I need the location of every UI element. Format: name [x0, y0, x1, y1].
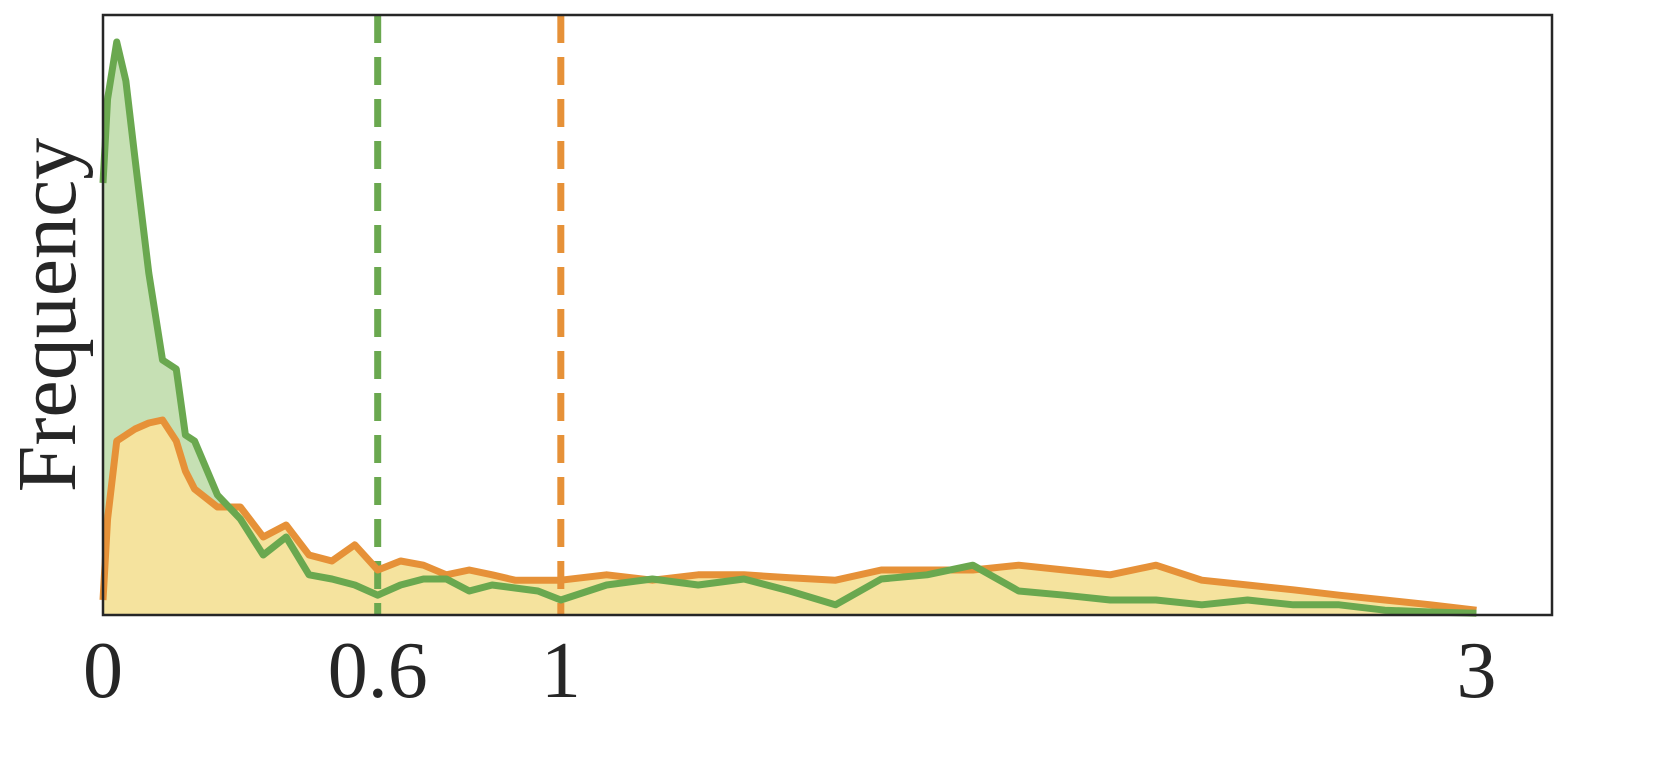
series-line — [99, 38, 1477, 617]
x-tick-label: 1 — [541, 627, 581, 715]
x-tick-label: 0.6 — [328, 627, 428, 715]
plot-area — [99, 15, 1477, 617]
x-tick-label: 3 — [1456, 627, 1496, 715]
x-tick-label: 0 — [83, 627, 123, 715]
plot-frame — [101, 13, 1554, 617]
y-axis-label: Frequency — [1, 138, 94, 493]
area-fill — [103, 42, 1477, 615]
series-line — [99, 416, 1477, 614]
